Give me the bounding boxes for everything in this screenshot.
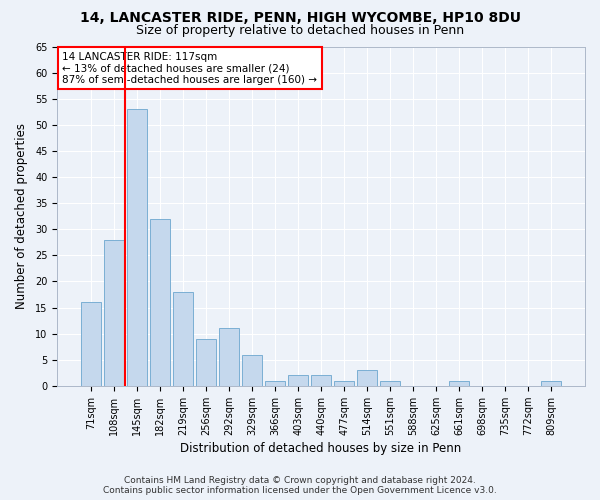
Y-axis label: Number of detached properties: Number of detached properties xyxy=(15,123,28,309)
Bar xyxy=(196,339,216,386)
Bar xyxy=(219,328,239,386)
Bar xyxy=(127,109,147,386)
Bar xyxy=(380,380,400,386)
Text: 14 LANCASTER RIDE: 117sqm
← 13% of detached houses are smaller (24)
87% of semi-: 14 LANCASTER RIDE: 117sqm ← 13% of detac… xyxy=(62,52,317,85)
Bar xyxy=(334,380,354,386)
Bar xyxy=(104,240,124,386)
X-axis label: Distribution of detached houses by size in Penn: Distribution of detached houses by size … xyxy=(181,442,462,455)
Text: 14, LANCASTER RIDE, PENN, HIGH WYCOMBE, HP10 8DU: 14, LANCASTER RIDE, PENN, HIGH WYCOMBE, … xyxy=(79,11,521,25)
Bar xyxy=(150,219,170,386)
Bar xyxy=(173,292,193,386)
Text: Size of property relative to detached houses in Penn: Size of property relative to detached ho… xyxy=(136,24,464,37)
Bar xyxy=(358,370,377,386)
Text: Contains HM Land Registry data © Crown copyright and database right 2024.
Contai: Contains HM Land Registry data © Crown c… xyxy=(103,476,497,495)
Bar xyxy=(242,354,262,386)
Bar xyxy=(541,380,561,386)
Bar xyxy=(265,380,285,386)
Bar xyxy=(81,302,101,386)
Bar xyxy=(288,376,308,386)
Bar xyxy=(449,380,469,386)
Bar xyxy=(311,376,331,386)
